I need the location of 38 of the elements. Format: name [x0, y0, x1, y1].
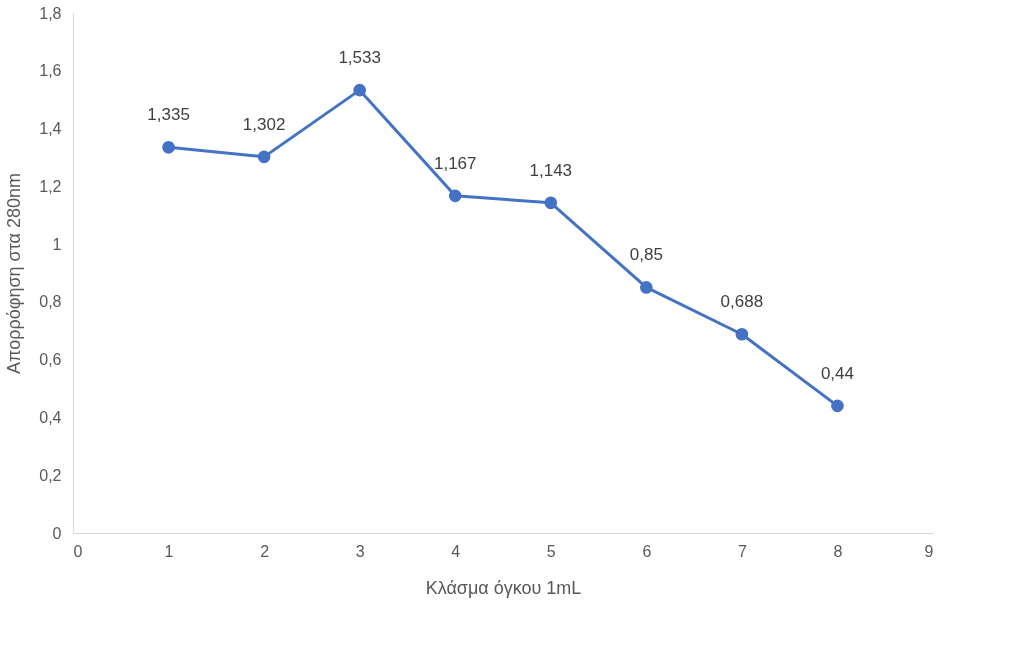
y-tick-label: 0,6	[39, 351, 62, 369]
point	[448, 189, 462, 203]
y-tick-label: 1,6	[39, 62, 62, 80]
point	[162, 141, 175, 154]
data-label: 1,533	[338, 48, 381, 68]
data-label: 0,85	[629, 245, 663, 265]
y-tick-label: 1,4	[39, 120, 62, 138]
x-tick-label: 4	[451, 542, 461, 560]
point	[353, 83, 366, 97]
point	[831, 399, 844, 413]
y-tick-label: 1	[52, 235, 62, 253]
point	[257, 150, 271, 164]
x-tick-label: 8	[833, 542, 843, 560]
y-tick-label: 0,4	[39, 408, 62, 426]
x-tick-label: 3	[355, 542, 365, 560]
x-tick-label: 7	[737, 542, 747, 560]
y-tick-label: 0,2	[39, 466, 62, 484]
data-label: 0,44	[820, 363, 854, 383]
data-label: 1,143	[529, 160, 573, 180]
x-tick-label: 1	[164, 542, 174, 560]
data-label: 1,335	[147, 105, 190, 125]
x-axis-title: Κλάσμα όγκου 1mL	[425, 577, 582, 598]
point	[544, 196, 558, 210]
x-tick-label: 2	[260, 542, 270, 560]
data-label: 1,167	[433, 153, 477, 173]
x-tick-label: 5	[546, 542, 556, 560]
y-tick-label: 0,8	[39, 293, 62, 311]
y-axis-title: Απορρόφηση στα 280nm	[4, 173, 25, 374]
data-label: 0,688	[720, 292, 764, 312]
x-tick-label: 9	[924, 542, 934, 560]
point	[735, 327, 749, 341]
point	[640, 281, 653, 294]
y-tick-label: 0	[52, 524, 62, 542]
x-tick-label: 0	[73, 542, 83, 560]
y-tick-label: 1,8	[39, 4, 62, 22]
y-tick-label: 1,2	[39, 177, 62, 195]
data-label: 1,302	[242, 114, 286, 134]
x-tick-label: 6	[642, 542, 652, 560]
